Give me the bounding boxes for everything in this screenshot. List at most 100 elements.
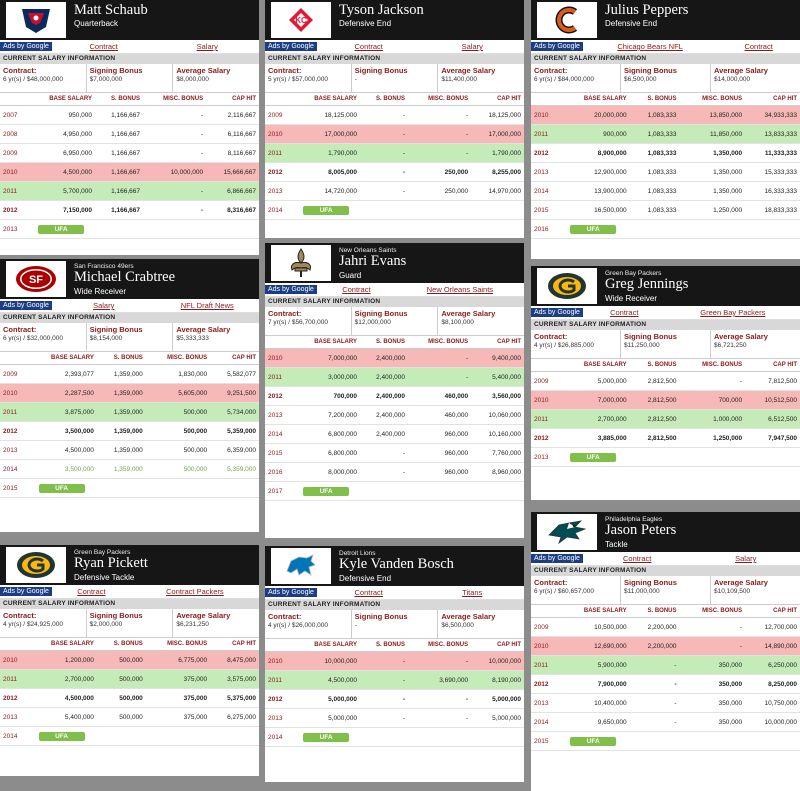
cell-misc: - (143, 181, 207, 201)
ads-by-google-button[interactable]: Ads by Google (265, 588, 317, 597)
salary-row: 2011 2,700,000 500,000 375,000 3,575,000 (0, 669, 259, 689)
cell-year: 2007 (0, 105, 29, 125)
ufa-row: 2016 UFA (531, 219, 800, 239)
cell-misc: 1,250,000 (679, 428, 746, 448)
ads-by-google-button[interactable]: Ads by Google (0, 301, 52, 310)
cell-base: 5,000,000 (560, 371, 630, 391)
ad-link-1[interactable]: Contract (89, 42, 118, 51)
column-header: BASE SALARY (560, 605, 630, 618)
cell-misc: - (143, 200, 207, 220)
salary-header-row: BASE SALARY S. BONUS MISC. BONUS CAP HIT (265, 639, 524, 652)
signing-bonus-label: Signing Bonus (624, 578, 677, 587)
ads-by-google-button[interactable]: Ads by Google (531, 42, 583, 51)
ad-link-2[interactable]: Salary (735, 554, 757, 563)
column-header: S. BONUS (359, 639, 408, 652)
cell-base: 1,200,000 (28, 650, 97, 670)
signing-bonus-value: $11,000,000 (624, 588, 660, 595)
cell-year: 2011 (531, 655, 561, 675)
ad-link-1[interactable]: Contract (354, 588, 383, 597)
ad-link-2[interactable]: Contract Packers (166, 587, 224, 596)
cell-base: 13,900,000 (560, 181, 630, 201)
cell-cap: 8,475,000 (210, 650, 259, 670)
contract-value: 4 yr(s) / $26,000,000 (268, 622, 328, 629)
average-salary-value: $5,333,333 (176, 335, 209, 342)
cell-year: 2012 (0, 421, 29, 441)
cell-sb: 2,400,000 (359, 348, 408, 368)
ad-link-2[interactable]: Green Bay Packers (700, 308, 766, 317)
ad-link-1[interactable]: Contract (623, 554, 652, 563)
cell-year: 2012 (265, 689, 294, 709)
ad-link-1[interactable]: Contract (342, 285, 371, 294)
cell-base: 8,900,000 (560, 143, 630, 163)
cell-sb: - (359, 443, 408, 463)
cell-sb: - (359, 651, 408, 671)
cell-base: 2,700,000 (560, 409, 630, 429)
ad-link-1[interactable]: Contract (354, 42, 383, 51)
cell-year: 2011 (0, 402, 29, 422)
ad-link-2[interactable]: Salary (196, 42, 218, 51)
player-card-julius-peppers: Julius Peppers Defensive End Ads by Goog… (531, 0, 800, 259)
cell-misc: 500,000 (145, 402, 211, 422)
cell-year: 2015 (0, 478, 29, 498)
contract-summary: Contract: 6 yr(s) / $48,000,000 Signing B… (0, 64, 259, 93)
cell-sb: 1,359,000 (96, 364, 146, 384)
column-header: BASE SALARY (28, 352, 97, 365)
cell-base: 2,700,000 (28, 669, 97, 689)
ads-by-google-button[interactable]: Ads by Google (265, 285, 317, 294)
cell-cap: 2,116,667 (206, 105, 259, 125)
salary-row: 2012 8,900,000 1,083,333 1,350,000 11,333,33… (531, 143, 800, 163)
ads-by-google-button[interactable]: Ads by Google (531, 308, 583, 317)
cell-sb: 1,083,333 (629, 105, 680, 125)
ad-link-2[interactable]: Titans (462, 588, 483, 597)
ad-link-1[interactable]: Contract (77, 587, 106, 596)
ads-by-google-button[interactable]: Ads by Google (0, 587, 52, 596)
ufa-badge: UFA (570, 736, 617, 746)
ad-link-2[interactable]: New Orleans Saints (426, 285, 494, 294)
salary-table: BASE SALARY S. BONUS MISC. BONUS CAP HIT 201… (265, 336, 524, 501)
cell-year: 2014 (265, 200, 294, 220)
cell-sb: 1,083,333 (629, 124, 680, 144)
cell-year: 2010 (531, 105, 561, 125)
card-header: Green Bay Packers Greg Jennings Wide Rec… (531, 266, 800, 306)
cell-base: 17,000,000 (293, 124, 360, 144)
cell-year: 2012 (531, 674, 561, 694)
ufa-row: 2014 UFA (265, 727, 524, 747)
cell-cap: 13,833,333 (745, 124, 800, 144)
cell-base: 8,000,000 (293, 462, 360, 482)
cell-misc: - (408, 367, 472, 387)
contract-summary: Contract: 5 yr(s) / $57,000,000 Signing B… (265, 64, 524, 93)
card-header: New Orleans Saints Jahri Evans Guard (265, 243, 524, 283)
salary-row: 2010 1,200,000 500,000 6,775,000 8,475,000 (0, 650, 259, 670)
column-header: CAP HIT (745, 93, 800, 106)
column-header: MISC. BONUS (145, 638, 211, 651)
cell-sb: 1,083,333 (629, 200, 680, 220)
cell-base: 10,000,000 (293, 651, 360, 671)
ads-by-google-button[interactable]: Ads by Google (531, 554, 583, 563)
cell-misc: 250,000 (408, 181, 472, 201)
ad-link-1[interactable]: Chicago Bears NFL (617, 42, 683, 51)
cell-cap: 8,960,000 (471, 462, 524, 482)
cell-misc: 1,830,000 (145, 364, 211, 384)
cell-base: 7,000,000 (293, 348, 360, 368)
player-name: Julius Peppers (605, 2, 689, 18)
cell-sb: 1,083,333 (629, 181, 680, 201)
ad-link-2[interactable]: Salary (461, 42, 483, 51)
player-card-kyle-vanden-bosch: Detroit Lions Kyle Vanden Bosch Defensiv… (265, 546, 524, 782)
cell-sb: 1,359,000 (96, 459, 146, 479)
player-name: Jason Peters (605, 522, 677, 538)
salary-row: 2012 4,500,000 500,000 375,000 5,375,000 (0, 688, 259, 708)
signing-bonus-label: Signing Bonus (624, 332, 677, 341)
ad-link-1[interactable]: Contract (610, 308, 639, 317)
cell-year: 2012 (265, 162, 294, 182)
cell-cap: 6,116,667 (206, 124, 259, 144)
ad-link-2[interactable]: NFL Draft News (180, 301, 234, 310)
lions-logo-icon (271, 548, 331, 584)
ads-by-google-button[interactable]: Ads by Google (0, 42, 52, 51)
average-salary-value: $11,400,000 (441, 76, 478, 83)
ads-by-google-button[interactable]: Ads by Google (265, 42, 317, 51)
cell-sb: - (629, 712, 680, 732)
cell-misc: 960,000 (408, 443, 472, 463)
ad-link-2[interactable]: Contract (744, 42, 773, 51)
cell-year: 2011 (265, 367, 294, 387)
ad-link-1[interactable]: Salary (93, 301, 115, 310)
